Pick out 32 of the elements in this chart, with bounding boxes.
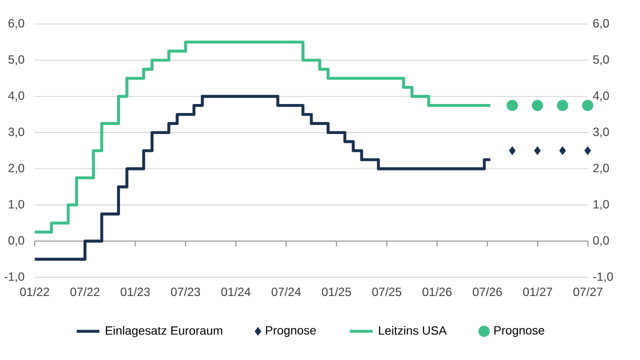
legend-label: Leitzins USA [379,326,447,335]
y-tick-label: 3,0 [8,128,24,138]
x-tick-label: 07/22 [70,287,100,296]
x-tick-label: 01/25 [322,287,351,296]
y2-tick-label: 1,0 [594,200,609,210]
legend-label: Prognose [494,326,544,337]
y-tick-label: 4,0 [8,91,24,102]
x-tick-label: 01/26 [422,287,452,296]
x-tick-label: 07/25 [372,287,402,296]
y2-tick-label: 4,0 [592,91,609,102]
x-tick-label: 07/24 [272,287,301,296]
x-tick-label: 07/27 [573,287,602,296]
x-tick-label: 01/22 [20,287,50,296]
y2-tick-label: -1,0 [593,272,613,282]
x-tick-label: 01/24 [221,287,251,296]
y-tick-label: 1,0 [8,200,24,210]
y-tick-label: 0,0 [8,236,24,246]
y-tick-label: 2,0 [8,164,24,174]
x-tick-label: 07/23 [171,287,200,296]
y-tick-label: 6,0 [8,19,24,29]
y2-tick-label: 6,0 [593,19,609,29]
y2-tick-label: 5,0 [593,55,609,66]
legend-label: Einlagesatz Euroraum [106,326,222,338]
y-tick-label: -1,0 [4,272,24,282]
legend-label: Prognose [266,326,316,337]
y2-tick-label: 2,0 [593,164,609,174]
y-tick-label: 5,0 [8,55,24,66]
x-tick-label: 01/23 [120,287,150,296]
y2-tick-label: 3,0 [593,128,609,138]
x-tick-label: 07/26 [472,287,502,296]
y2-tick-label: 0,0 [593,236,609,246]
x-tick-label: 01/27 [523,287,552,296]
